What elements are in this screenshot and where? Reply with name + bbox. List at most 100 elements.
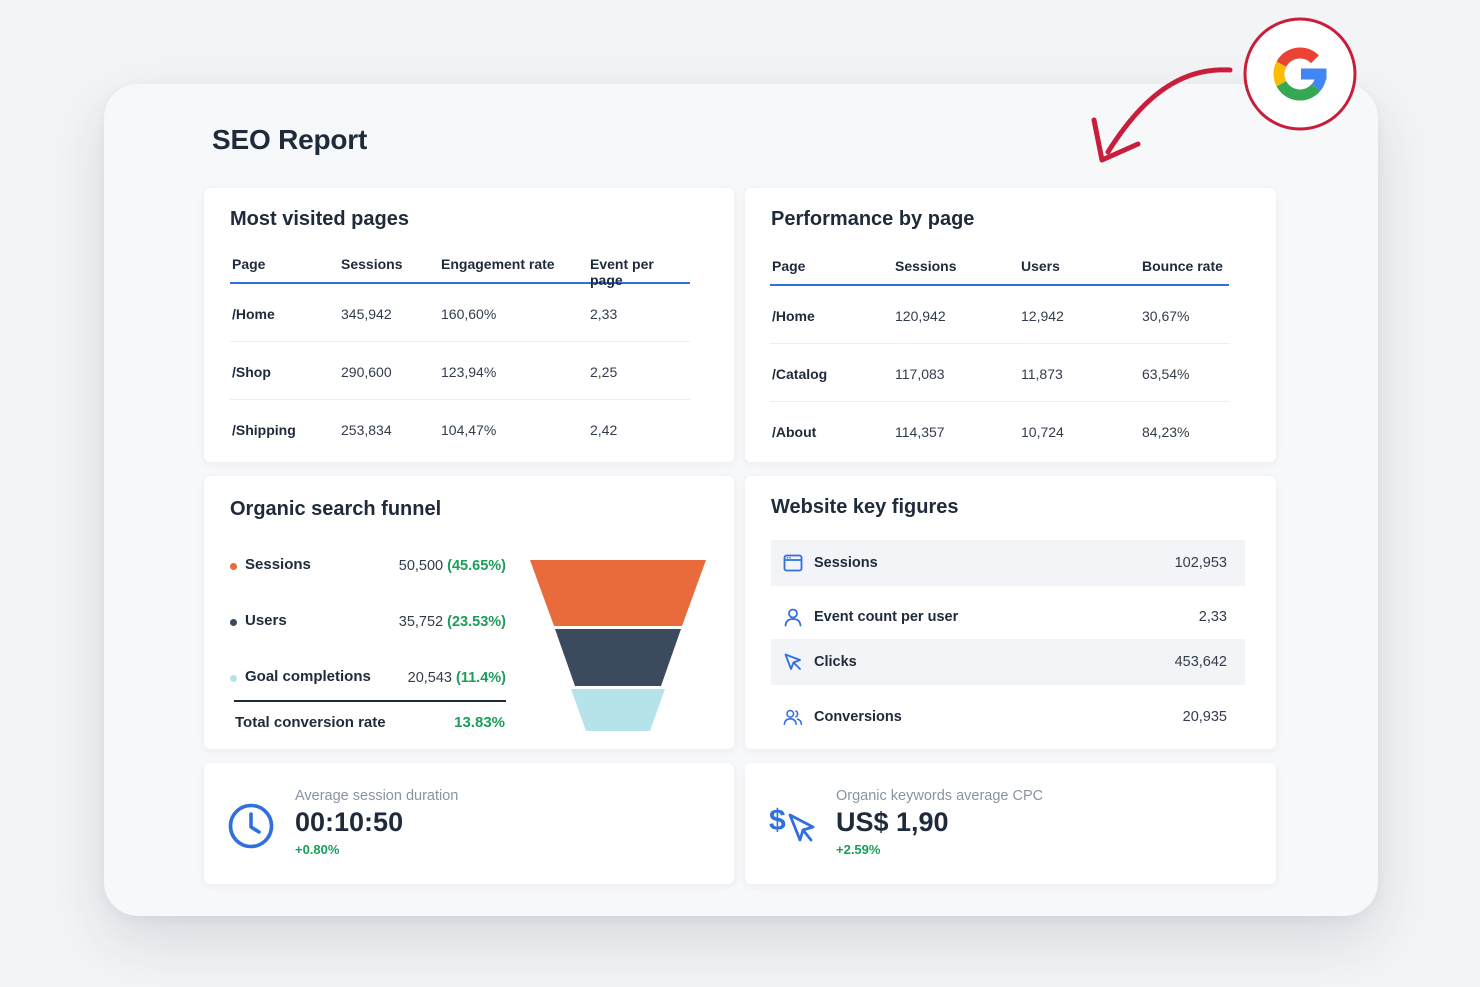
cell-sessions: 120,942 [895, 308, 946, 324]
legend-label: Goal completions [245, 668, 371, 685]
cell-page: /Shop [232, 364, 271, 380]
funnel-stage-sessions [530, 560, 706, 626]
performance-card: Performance by page Page Sessions Users … [745, 188, 1276, 462]
legend-label: Users [245, 612, 287, 629]
avg-cpc-card: $ Organic keywords average CPC US$ 1,90 … [745, 763, 1276, 884]
google-logo-icon [1243, 17, 1357, 131]
total-value: 13.83% [454, 714, 505, 731]
cell-event-per-page: 2,42 [590, 422, 618, 438]
table-header: Page Sessions Users Bounce rate [770, 256, 1229, 286]
key-figure-value: 102,953 [1174, 555, 1227, 571]
table-row: /About 114,357 10,724 84,23% [770, 402, 1229, 460]
browser-window-icon [783, 554, 803, 572]
cell-bounce-rate: 63,54% [1142, 366, 1190, 382]
key-figure-value: 20,935 [1182, 709, 1227, 725]
kpi-value: US$ 1,90 [836, 807, 949, 837]
cell-event-per-page: 2,25 [590, 364, 618, 380]
kpi-change: +2.59% [836, 842, 881, 857]
column-header-event-per-page[interactable]: Event per page [590, 256, 654, 288]
cell-page: /Shipping [232, 422, 296, 438]
cell-users: 12,942 [1021, 308, 1064, 324]
key-figures-card: Website key figures Sessions 102,953 Eve… [745, 476, 1276, 749]
value-number: 35,752 [398, 614, 444, 630]
column-header-sessions[interactable]: Sessions [895, 258, 957, 274]
card-title: Organic search funnel [230, 498, 442, 520]
most-visited-table: Page Sessions Engagement rate Event per … [230, 254, 690, 458]
key-figure-label: Sessions [814, 555, 878, 571]
legend-dot [230, 563, 237, 570]
curved-arrow-icon [1091, 67, 1233, 163]
value-percent: (11.4%) [456, 670, 506, 686]
card-title: Most visited pages [230, 208, 409, 230]
table-row: /Home 120,942 12,942 30,67% [770, 286, 1229, 344]
cell-sessions: 114,357 [895, 424, 945, 440]
avg-session-card: Average session duration 00:10:50 +0.80% [204, 763, 734, 884]
dollar-cursor-icon: $ [769, 804, 815, 842]
cell-page: /Home [772, 308, 815, 324]
column-header-page[interactable]: Page [772, 258, 806, 274]
legend-value: 20,543 (11.4%) [408, 670, 506, 686]
total-label: Total conversion rate [235, 714, 386, 731]
cell-event-per-page: 2,33 [590, 306, 618, 322]
funnel-legend-users: Users 35,752 (23.53%) [230, 610, 506, 634]
key-figure-value: 453,642 [1174, 654, 1227, 670]
legend-dot [230, 619, 237, 626]
key-figure-row: Event count per user 2,33 [771, 594, 1245, 640]
table-row: /Shipping 253,834 104,47% 2,42 [230, 400, 690, 458]
total-conversion-row: Total conversion rate 13.83% [235, 714, 505, 731]
legend-value: 50,500 (45.65%) [399, 558, 506, 574]
cell-bounce-rate: 30,67% [1142, 308, 1190, 324]
value-percent: (23.53%) [447, 614, 506, 630]
cell-users: 10,724 [1021, 424, 1064, 440]
key-figure-label: Event count per user [814, 609, 959, 625]
key-figure-label: Clicks [814, 654, 857, 670]
svg-text:$: $ [769, 804, 786, 837]
cell-users: 11,873 [1021, 366, 1063, 382]
cell-sessions: 290,600 [341, 364, 392, 380]
performance-table: Page Sessions Users Bounce rate /Home 12… [770, 256, 1229, 460]
table-row: /Home 345,942 160,60% 2,33 [230, 284, 690, 342]
table-header: Page Sessions Engagement rate Event per … [230, 254, 690, 288]
key-figure-label: Conversions [814, 709, 902, 725]
cell-page: /Catalog [772, 366, 828, 382]
funnel-stage-users [555, 629, 681, 686]
legend-label: Sessions [245, 556, 311, 573]
cell-sessions: 253,834 [341, 422, 392, 438]
cursor-icon [784, 653, 801, 670]
page-title: SEO Report [212, 124, 368, 155]
column-header-users[interactable]: Users [1021, 258, 1060, 274]
kpi-label: Average session duration [295, 788, 459, 804]
key-figure-row: Conversions 20,935 [771, 694, 1245, 740]
column-header-bounce-rate[interactable]: Bounce rate [1142, 258, 1223, 274]
funnel-legend-goal-completions: Goal completions 20,543 (11.4%) [230, 666, 506, 690]
key-figure-row: Clicks 453,642 [771, 639, 1245, 685]
legend-dot [230, 675, 237, 682]
column-header-sessions[interactable]: Sessions [341, 256, 403, 272]
clock-icon [228, 803, 274, 849]
cell-engagement-rate: 104,47% [441, 422, 497, 438]
key-figure-value: 2,33 [1198, 609, 1227, 625]
table-row: /Catalog 117,083 11,873 63,54% [770, 344, 1229, 402]
cell-page: /Home [232, 306, 275, 322]
card-title: Performance by page [771, 208, 975, 230]
funnel-legend-sessions: Sessions 50,500 (45.65%) [230, 554, 506, 578]
cell-sessions: 345,942 [341, 306, 392, 322]
column-header-page[interactable]: Page [232, 256, 266, 272]
card-title: Website key figures [771, 496, 959, 518]
cell-engagement-rate: 160,60% [441, 306, 497, 322]
table-row: /Shop 290,600 123,94% 2,25 [230, 342, 690, 400]
funnel-chart [530, 560, 706, 731]
cell-sessions: 117,083 [895, 366, 945, 382]
funnel-card: Organic search funnel Sessions 50,500 (4… [204, 476, 734, 749]
column-header-engagement-rate[interactable]: Engagement rate [441, 256, 555, 272]
most-visited-card: Most visited pages Page Sessions Engagem… [204, 188, 734, 462]
cell-bounce-rate: 84,23% [1142, 424, 1190, 440]
cell-engagement-rate: 123,94% [441, 364, 497, 380]
total-divider [234, 700, 506, 702]
users-icon [783, 709, 803, 726]
cell-page: /About [772, 424, 817, 440]
kpi-value: 00:10:50 [295, 807, 404, 837]
user-icon [784, 608, 802, 627]
value-number: 20,543 [407, 670, 452, 686]
value-number: 50,500 [398, 558, 444, 574]
